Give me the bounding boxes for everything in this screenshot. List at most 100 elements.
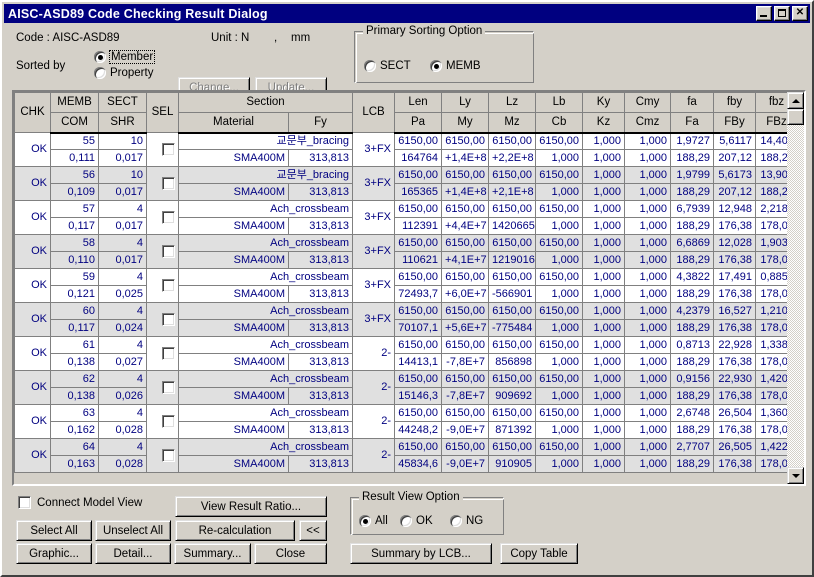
- cell-kz: 1,000: [582, 183, 626, 201]
- row-select-checkbox[interactable]: [146, 404, 179, 439]
- cell-mz: 909692: [488, 387, 537, 405]
- close-button[interactable]: ✕: [792, 6, 808, 21]
- table-row[interactable]: 0,111 0,017 SMA400M 313,813 164764 +1,4E+8 +2,…: [15, 149, 787, 167]
- row-select-checkbox[interactable]: [146, 166, 179, 201]
- table-row[interactable]: 0,109 0,017 SMA400M 313,813 165365 +1,4E+8 +2,…: [15, 183, 787, 201]
- summary-button[interactable]: Summary...: [174, 543, 251, 564]
- row-select-checkbox[interactable]: [146, 370, 179, 405]
- radio-result-all[interactable]: All: [359, 515, 388, 527]
- scroll-up-button[interactable]: [787, 92, 804, 109]
- view-result-ratio-button[interactable]: View Result Ratio...: [175, 496, 327, 517]
- scroll-down-button[interactable]: [787, 467, 804, 484]
- detail-button[interactable]: Detail...: [95, 543, 171, 564]
- cell-lb: 6150,00: [535, 200, 584, 218]
- table-row[interactable]: 0,162 0,028 SMA400M 313,813 44248,2 -9,0E+7 87…: [15, 421, 787, 439]
- cell-lcb: 3+FX: [352, 268, 396, 303]
- header-lcb[interactable]: LCB: [352, 92, 396, 133]
- header-fby-ratio[interactable]: fby: [713, 92, 757, 113]
- header-cmz[interactable]: Cmz: [624, 112, 672, 134]
- header-lz[interactable]: Lz: [488, 92, 537, 113]
- cell-fa-allow: 188,29: [670, 149, 715, 167]
- table-row[interactable]: 0,138 0,026 SMA400M 313,813 15146,3 -7,8E+7 90…: [15, 387, 787, 405]
- header-fa-ratio[interactable]: fa: [670, 92, 715, 113]
- scroll-thumb[interactable]: [787, 109, 804, 125]
- sorted-by-label: Sorted by: [16, 60, 66, 72]
- table-row[interactable]: 0,138 0,027 SMA400M 313,813 14413,1 -7,8E+7 85…: [15, 353, 787, 371]
- table-row[interactable]: 0,121 0,025 SMA400M 313,813 72493,7 +6,0E+7 -5…: [15, 285, 787, 303]
- table-row[interactable]: OK 57 4 Ach_crossbeam 3+FX 6150,00 6150,00 6150…: [14, 200, 787, 235]
- header-chk[interactable]: CHK: [14, 92, 51, 133]
- cell-chk: OK: [14, 302, 51, 337]
- header-mz[interactable]: Mz: [488, 112, 537, 134]
- header-fbz-allow[interactable]: FBz: [755, 112, 787, 134]
- cell-sect: 4: [98, 200, 147, 218]
- header-ky[interactable]: Ky: [582, 92, 626, 113]
- table-row[interactable]: OK 55 10 교문부_bracing 3+FX 6150,00 6150,00 6150,…: [14, 132, 787, 167]
- summary-by-lcb-button[interactable]: Summary by LCB...: [350, 543, 492, 564]
- radio-sorted-by-member[interactable]: Member: [94, 50, 156, 64]
- header-cb[interactable]: Cb: [535, 112, 584, 134]
- cell-com: 0,162: [50, 421, 99, 439]
- header-section[interactable]: Section: [177, 92, 354, 113]
- header-cmy[interactable]: Cmy: [624, 92, 672, 113]
- radio-result-ng[interactable]: NG: [450, 515, 483, 527]
- table-row[interactable]: 0,117 0,024 SMA400M 313,813 70107,1 +5,6E+7 -7…: [15, 319, 787, 337]
- table-row[interactable]: 0,110 0,017 SMA400M 313,813 110621 +4,1E+7 121…: [15, 251, 787, 269]
- close-dialog-button[interactable]: Close: [254, 543, 327, 564]
- cell-memb: 56: [50, 166, 99, 184]
- cell-my: +1,4E+8: [441, 183, 490, 201]
- radio-sorted-by-property[interactable]: Property: [94, 67, 153, 79]
- header-len[interactable]: Len: [394, 92, 443, 113]
- header-com[interactable]: COM: [50, 112, 99, 134]
- minimize-button[interactable]: [756, 6, 772, 21]
- header-shr[interactable]: SHR: [98, 112, 147, 134]
- header-sel[interactable]: SEL: [146, 92, 179, 133]
- table-row[interactable]: OK 61 4 Ach_crossbeam 2- 6150,00 6150,00 6150,0…: [14, 336, 787, 371]
- row-select-checkbox[interactable]: [146, 132, 179, 167]
- header-lb[interactable]: Lb: [535, 92, 584, 113]
- cell-cb: 1,000: [535, 319, 584, 337]
- table-row[interactable]: OK 59 4 Ach_crossbeam 3+FX 6150,00 6150,00 6150…: [14, 268, 787, 303]
- row-select-checkbox[interactable]: [146, 302, 179, 337]
- header-kz[interactable]: Kz: [582, 112, 626, 134]
- radio-sort-sect[interactable]: SECT: [364, 60, 411, 72]
- row-select-checkbox[interactable]: [146, 438, 179, 473]
- header-fa-allow[interactable]: Fa: [670, 112, 715, 134]
- radio-dot-icon: [430, 60, 442, 72]
- collapse-button[interactable]: <<: [299, 520, 327, 541]
- radio-result-ok[interactable]: OK: [400, 515, 433, 527]
- header-fby-allow[interactable]: FBy: [713, 112, 757, 134]
- header-fbz-ratio[interactable]: fbz: [755, 92, 787, 113]
- title-bar[interactable]: AISC-ASD89 Code Checking Result Dialog ✕: [4, 4, 810, 23]
- table-row[interactable]: OK 60 4 Ach_crossbeam 3+FX 6150,00 6150,00 6150…: [14, 302, 787, 337]
- table-vertical-scrollbar[interactable]: [787, 92, 804, 484]
- table-row[interactable]: 0,163 0,028 SMA400M 313,813 45834,6 -9,0E+7 91…: [15, 455, 787, 473]
- header-sect[interactable]: SECT: [98, 92, 147, 113]
- table-row[interactable]: OK 56 10 교문부_bracing 3+FX 6150,00 6150,00 6150,…: [14, 166, 787, 201]
- graphic-button[interactable]: Graphic...: [16, 543, 92, 564]
- row-select-checkbox[interactable]: [146, 336, 179, 371]
- connect-model-view-checkbox[interactable]: Connect Model View: [18, 496, 142, 509]
- header-material[interactable]: Material: [178, 112, 289, 134]
- table-row[interactable]: OK 62 4 Ach_crossbeam 2- 6150,00 6150,00 6150,0…: [14, 370, 787, 405]
- row-select-checkbox[interactable]: [146, 234, 179, 269]
- row-select-checkbox[interactable]: [146, 268, 179, 303]
- table-row[interactable]: 0,117 0,017 SMA400M 313,813 112391 +4,4E+7 142…: [15, 217, 787, 235]
- row-select-checkbox[interactable]: [146, 200, 179, 235]
- select-all-button[interactable]: Select All: [16, 520, 92, 541]
- table-row[interactable]: OK 64 4 Ach_crossbeam 2- 6150,00 6150,00 6150,0…: [14, 438, 787, 473]
- unselect-all-button[interactable]: Unselect All: [95, 520, 171, 541]
- radio-sort-memb[interactable]: MEMB: [430, 60, 481, 72]
- copy-table-button[interactable]: Copy Table: [500, 543, 578, 564]
- table-row[interactable]: OK 63 4 Ach_crossbeam 2- 6150,00 6150,00 6150,0…: [14, 404, 787, 439]
- maximize-button[interactable]: [774, 6, 790, 21]
- header-ly[interactable]: Ly: [441, 92, 490, 113]
- re-calculation-button[interactable]: Re-calculation: [175, 520, 295, 541]
- header-fy[interactable]: Fy: [287, 112, 354, 134]
- header-my[interactable]: My: [441, 112, 490, 134]
- scroll-track[interactable]: [787, 109, 804, 467]
- header-pa[interactable]: Pa: [394, 112, 443, 134]
- table-body: OK 55 10 교문부_bracing 3+FX 6150,00 6150,00 6150,…: [14, 132, 787, 473]
- table-row[interactable]: OK 58 4 Ach_crossbeam 3+FX 6150,00 6150,00 6150…: [14, 234, 787, 269]
- header-memb[interactable]: MEMB: [50, 92, 99, 113]
